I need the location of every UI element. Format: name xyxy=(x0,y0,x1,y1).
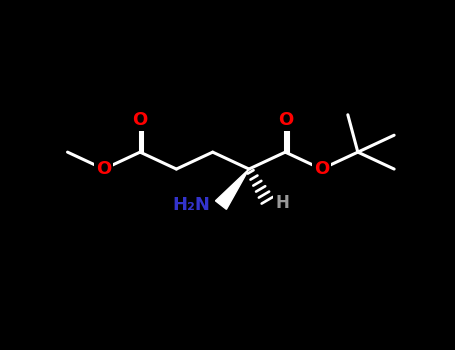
Text: O: O xyxy=(278,111,293,129)
Text: H: H xyxy=(275,194,289,212)
Text: O: O xyxy=(314,160,329,178)
Polygon shape xyxy=(216,169,249,209)
Text: O: O xyxy=(132,111,148,129)
Text: H₂N: H₂N xyxy=(172,196,210,214)
Text: O: O xyxy=(96,160,111,178)
